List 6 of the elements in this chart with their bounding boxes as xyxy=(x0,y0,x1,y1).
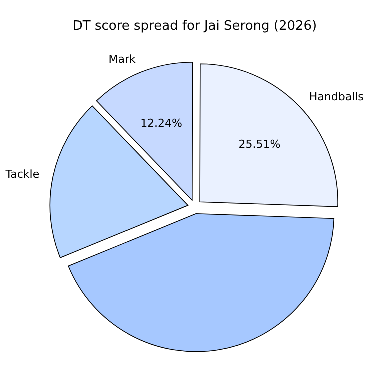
data-label: 25.51% xyxy=(238,138,281,152)
slice-label: Handballs xyxy=(309,90,364,104)
slice-label: Tackle xyxy=(4,168,40,181)
data-label: 12.24% xyxy=(140,117,183,130)
chart-title: DT score spread for Jai Serong (2026) xyxy=(72,19,318,34)
slice-label: Mark xyxy=(108,53,136,66)
